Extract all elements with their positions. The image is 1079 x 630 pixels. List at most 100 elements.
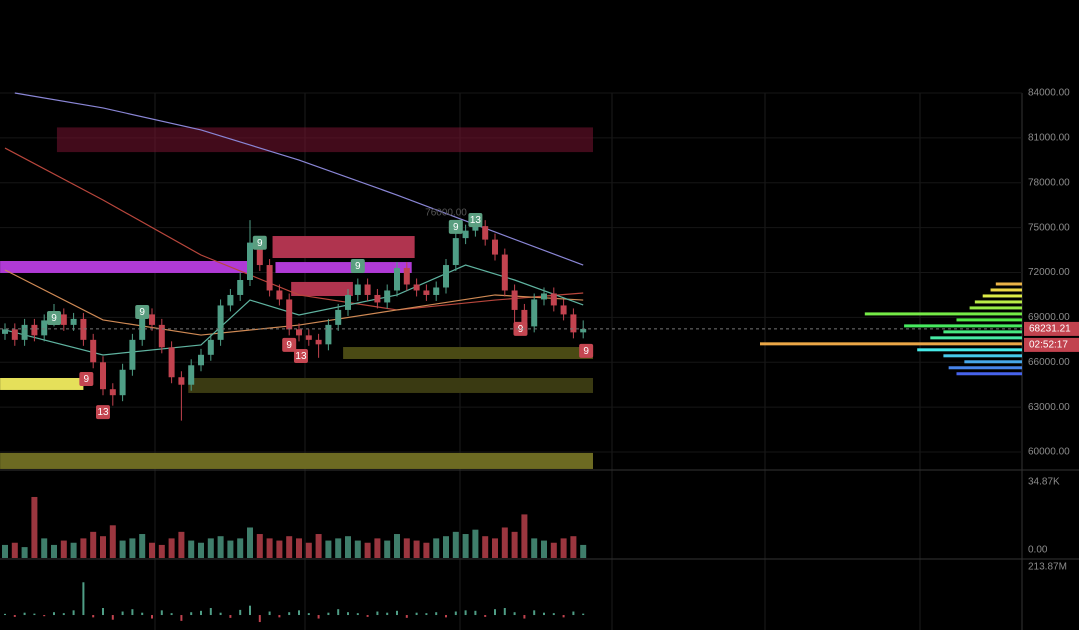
oscillator-bar: [219, 612, 222, 616]
candle-body: [482, 226, 489, 240]
volume-bar: [335, 538, 342, 558]
signal-label: 9: [286, 340, 292, 351]
candle-body: [149, 314, 155, 325]
oscillator-bar: [464, 610, 467, 616]
candle-body: [158, 324, 165, 348]
y-tick-label: 78000.00: [1028, 177, 1070, 188]
volume-tick-label: 0.00: [1028, 545, 1048, 556]
signal-marker: [448, 219, 463, 234]
volume-bar: [482, 536, 489, 558]
volume-bar: [413, 540, 420, 558]
signal-marker: [513, 321, 528, 336]
volume-bar: [168, 538, 175, 558]
oscillator-bar: [141, 612, 144, 616]
y-tick-label: 63000.00: [1028, 402, 1070, 413]
volume-bar: [51, 544, 57, 558]
oscillator-bar: [209, 608, 212, 616]
volume-bar: [21, 547, 28, 558]
oscillator-bar: [180, 615, 183, 621]
oscillator-bar: [582, 613, 585, 616]
oscillator-bar: [494, 609, 496, 616]
candle-body: [364, 284, 371, 295]
signal-label: 9: [84, 374, 90, 385]
oscillator-bar: [151, 615, 153, 619]
candle-body: [335, 309, 342, 325]
volume-bar: [403, 538, 410, 558]
oscillator-bar: [33, 613, 36, 616]
volume-profile-bar: [956, 318, 1022, 322]
volume-profile-bar: [943, 354, 1022, 358]
oscillator-bar: [552, 613, 555, 616]
volume-bar: [70, 542, 77, 558]
volume-profile-bar: [930, 336, 1022, 340]
zone: [0, 261, 252, 273]
signal-marker: [350, 258, 365, 273]
zone: [272, 236, 415, 259]
oscillator-bar: [190, 612, 193, 616]
volume-bar: [452, 531, 459, 558]
candle-body: [109, 389, 116, 396]
moving-average: [4, 264, 584, 356]
volume-bar: [315, 534, 322, 558]
oscillator-bar: [415, 612, 418, 616]
oscillator-bar: [484, 615, 487, 617]
volume-bar: [109, 525, 116, 558]
candle-body: [31, 324, 38, 336]
candle-body: [276, 290, 283, 300]
oscillator-bar: [454, 611, 457, 616]
volume-bar: [374, 538, 381, 558]
signal-marker: [468, 213, 483, 228]
candle-body: [511, 290, 518, 310]
candle-body: [462, 230, 469, 239]
candle-body: [168, 347, 175, 378]
volume-bar: [276, 540, 283, 558]
oscillator-bar: [53, 612, 55, 616]
oscillator-bar: [562, 615, 565, 618]
volume-bar: [207, 538, 214, 558]
oscillator-bar: [239, 609, 242, 616]
signal-marker: [293, 349, 308, 364]
signal-marker: [579, 343, 594, 358]
candle-body: [188, 365, 195, 385]
volume-bar: [384, 540, 391, 558]
oscillator-bar: [102, 608, 104, 616]
oscillator-bar: [4, 613, 6, 616]
candle-body: [570, 314, 577, 333]
candle-body: [394, 268, 400, 291]
candle-body: [315, 339, 322, 345]
volume-profile-bar: [904, 324, 1022, 328]
candle-body: [129, 339, 136, 370]
y-tick-label: 72000.00: [1028, 267, 1070, 278]
candle-body: [472, 226, 479, 231]
volume-bar: [237, 538, 244, 558]
oscillator-bar: [366, 615, 369, 617]
volume-bar: [227, 540, 234, 558]
oscillator-bar: [523, 615, 526, 619]
volume-bar: [188, 540, 195, 558]
volume-tick-label: 34.87K: [1028, 477, 1060, 488]
candle-body: [325, 324, 332, 345]
volume-profile-bar: [974, 300, 1022, 304]
volume-profile-bar: [990, 288, 1022, 292]
signal-label: 9: [139, 307, 145, 318]
candle-body: [413, 284, 420, 291]
oscillator-tick-label: 213.87M: [1028, 562, 1067, 573]
signal-marker: [47, 311, 61, 326]
candle-body: [119, 369, 126, 396]
volume-bar: [570, 536, 577, 558]
candle-body: [580, 328, 587, 333]
volume-profile-bar: [995, 282, 1022, 286]
volume-bar: [423, 542, 430, 558]
volume-bar: [2, 544, 8, 558]
volume-bar: [541, 540, 547, 558]
volume-profile-bar: [917, 348, 1022, 352]
candle-body: [11, 329, 18, 340]
candle-body: [521, 309, 528, 327]
volume-bar: [100, 536, 106, 558]
candle-body: [41, 320, 48, 336]
volume-bar: [178, 531, 185, 558]
volume-profile-bar: [982, 294, 1022, 298]
candle-body: [345, 294, 351, 310]
signal-label: 9: [518, 324, 524, 335]
candle-body: [100, 362, 106, 390]
